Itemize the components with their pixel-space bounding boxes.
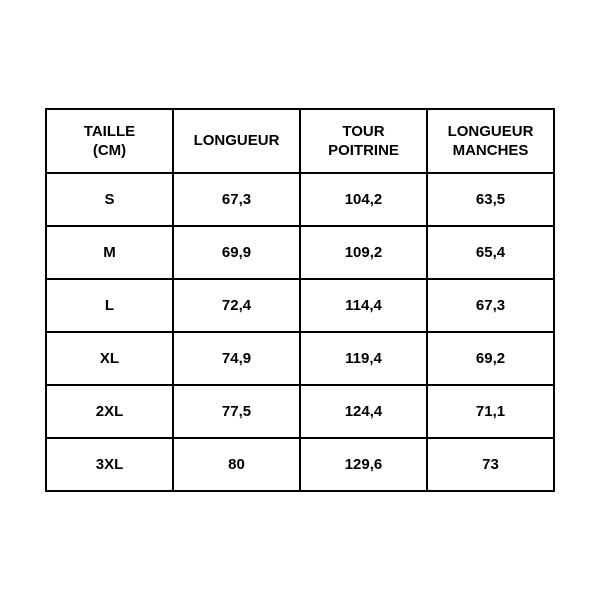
cell-size: S — [46, 173, 173, 226]
header-longueur-label: LONGUEUR — [194, 132, 280, 149]
table-row: L 72,4 114,4 67,3 — [46, 279, 554, 332]
cell-longueur-manches: 71,1 — [427, 385, 554, 438]
header-tour-poitrine: TOUR POITRINE — [300, 109, 427, 173]
cell-longueur: 77,5 — [173, 385, 300, 438]
cell-tour-poitrine: 124,4 — [300, 385, 427, 438]
header-manches-line2: MANCHES — [453, 142, 529, 159]
cell-tour-poitrine: 114,4 — [300, 279, 427, 332]
table-row: 2XL 77,5 124,4 71,1 — [46, 385, 554, 438]
cell-longueur: 74,9 — [173, 332, 300, 385]
cell-tour-poitrine: 109,2 — [300, 226, 427, 279]
size-table-wrapper: TAILLE (CM) LONGUEUR TOUR POITRINE LONGU… — [45, 108, 555, 492]
cell-size: 3XL — [46, 438, 173, 491]
header-taille-line2: (CM) — [93, 142, 126, 159]
cell-tour-poitrine: 119,4 — [300, 332, 427, 385]
table-row: 3XL 80 129,6 73 — [46, 438, 554, 491]
cell-size: M — [46, 226, 173, 279]
cell-size: 2XL — [46, 385, 173, 438]
cell-longueur-manches: 67,3 — [427, 279, 554, 332]
cell-size: L — [46, 279, 173, 332]
header-manches-line1: LONGUEUR — [448, 123, 534, 140]
cell-tour-poitrine: 104,2 — [300, 173, 427, 226]
cell-longueur-manches: 63,5 — [427, 173, 554, 226]
size-table: TAILLE (CM) LONGUEUR TOUR POITRINE LONGU… — [45, 108, 555, 492]
cell-longueur: 69,9 — [173, 226, 300, 279]
table-row: XL 74,9 119,4 69,2 — [46, 332, 554, 385]
table-row: S 67,3 104,2 63,5 — [46, 173, 554, 226]
header-taille-line1: TAILLE — [84, 123, 135, 140]
header-taille: TAILLE (CM) — [46, 109, 173, 173]
cell-longueur: 80 — [173, 438, 300, 491]
table-header-row: TAILLE (CM) LONGUEUR TOUR POITRINE LONGU… — [46, 109, 554, 173]
cell-longueur-manches: 73 — [427, 438, 554, 491]
cell-longueur: 67,3 — [173, 173, 300, 226]
cell-tour-poitrine: 129,6 — [300, 438, 427, 491]
header-tour-line2: POITRINE — [328, 142, 399, 159]
header-longueur-manches: LONGUEUR MANCHES — [427, 109, 554, 173]
header-longueur: LONGUEUR — [173, 109, 300, 173]
cell-longueur-manches: 69,2 — [427, 332, 554, 385]
cell-longueur: 72,4 — [173, 279, 300, 332]
cell-size: XL — [46, 332, 173, 385]
cell-longueur-manches: 65,4 — [427, 226, 554, 279]
table-row: M 69,9 109,2 65,4 — [46, 226, 554, 279]
header-tour-line1: TOUR — [342, 123, 384, 140]
